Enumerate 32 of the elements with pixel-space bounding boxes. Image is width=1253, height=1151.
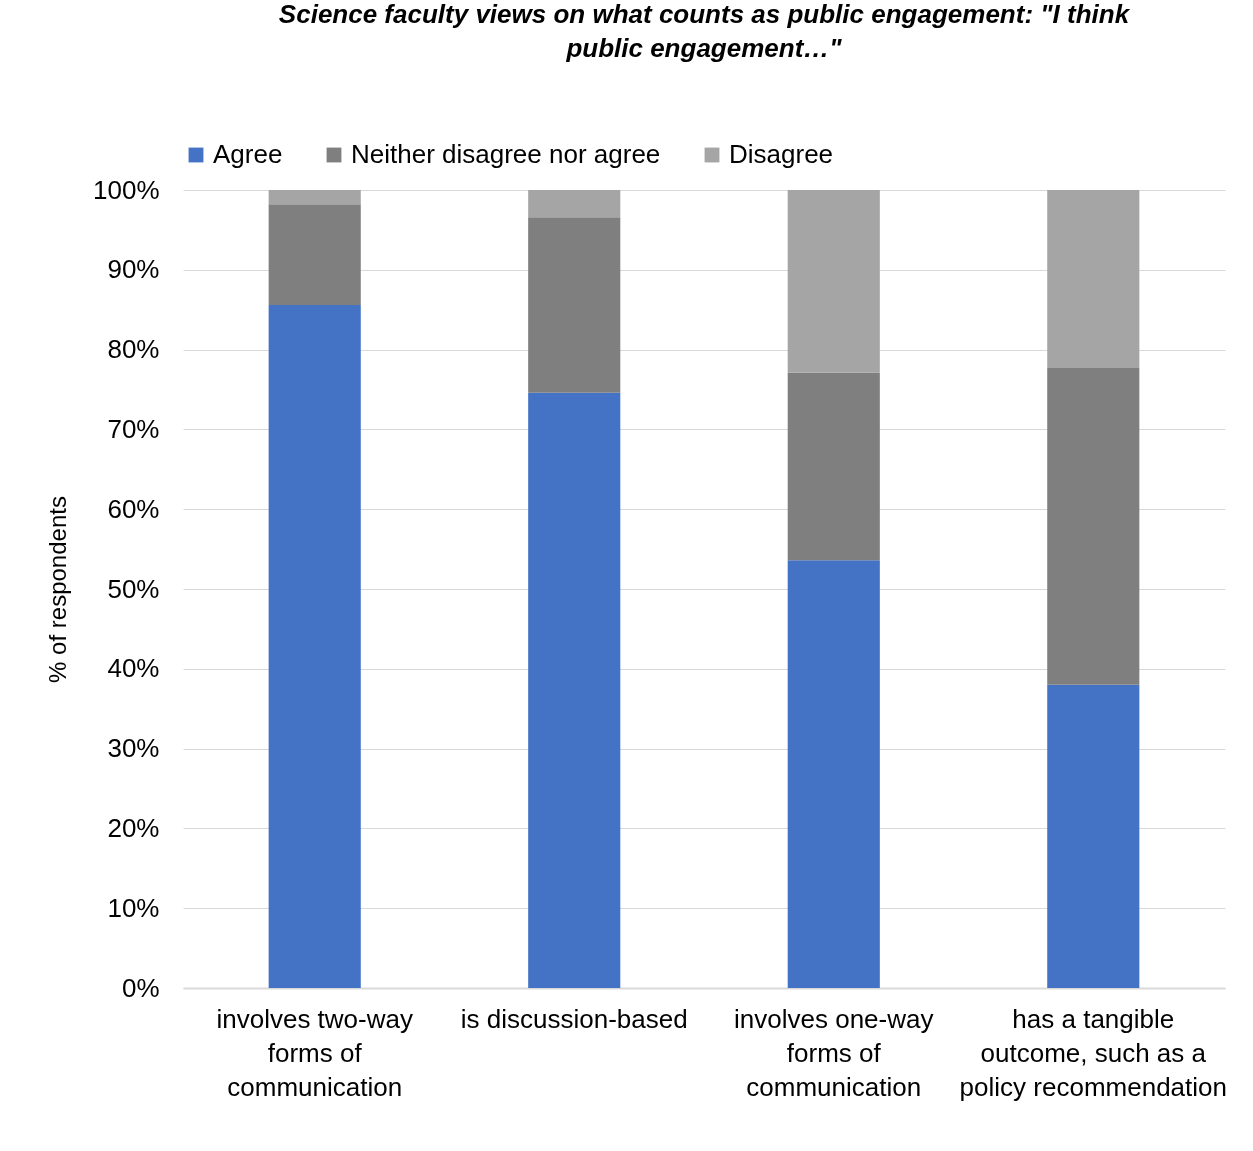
y-tick-label: 30%	[107, 733, 160, 764]
bar	[528, 190, 621, 218]
bar	[787, 560, 880, 988]
bar	[1047, 684, 1140, 988]
y-tick-label: 70%	[107, 413, 160, 444]
y-tick-label: 40%	[107, 653, 160, 684]
legend-label: Disagree	[729, 139, 834, 169]
y-axis-title: % of respondents	[44, 496, 71, 683]
bar	[1047, 190, 1140, 368]
x-tick-label: is discussion-based	[460, 1003, 688, 1034]
legend-label: Neither disagree nor agree	[351, 139, 661, 169]
bar	[268, 190, 361, 205]
y-tick-label: 50%	[107, 573, 160, 604]
y-tick-label: 90%	[107, 254, 160, 285]
bar	[528, 217, 621, 393]
y-tick-label: 0%	[121, 972, 160, 1003]
chart-title: Science faculty views on what counts as public engagement: "I think public engagement…"	[278, 0, 1131, 63]
bar	[1047, 367, 1140, 685]
y-tick-label: 80%	[107, 334, 160, 365]
x-tick-label: involves one-way forms of communication	[734, 1003, 934, 1102]
bar	[787, 190, 880, 373]
y-tick-label: 10%	[107, 892, 160, 923]
y-tick-label: 20%	[107, 812, 160, 843]
bar	[268, 204, 361, 305]
bar	[528, 392, 621, 988]
x-tick-label: has a tangible outcome, such as a policy recommendation	[959, 1003, 1227, 1102]
x-tick-label: involves two-way forms of communication	[216, 1003, 413, 1102]
y-tick-label: 60%	[107, 493, 160, 524]
bar	[268, 304, 361, 988]
y-tick-label: 100%	[93, 174, 160, 205]
legend-label: Agree	[213, 139, 283, 169]
bar	[787, 372, 880, 561]
